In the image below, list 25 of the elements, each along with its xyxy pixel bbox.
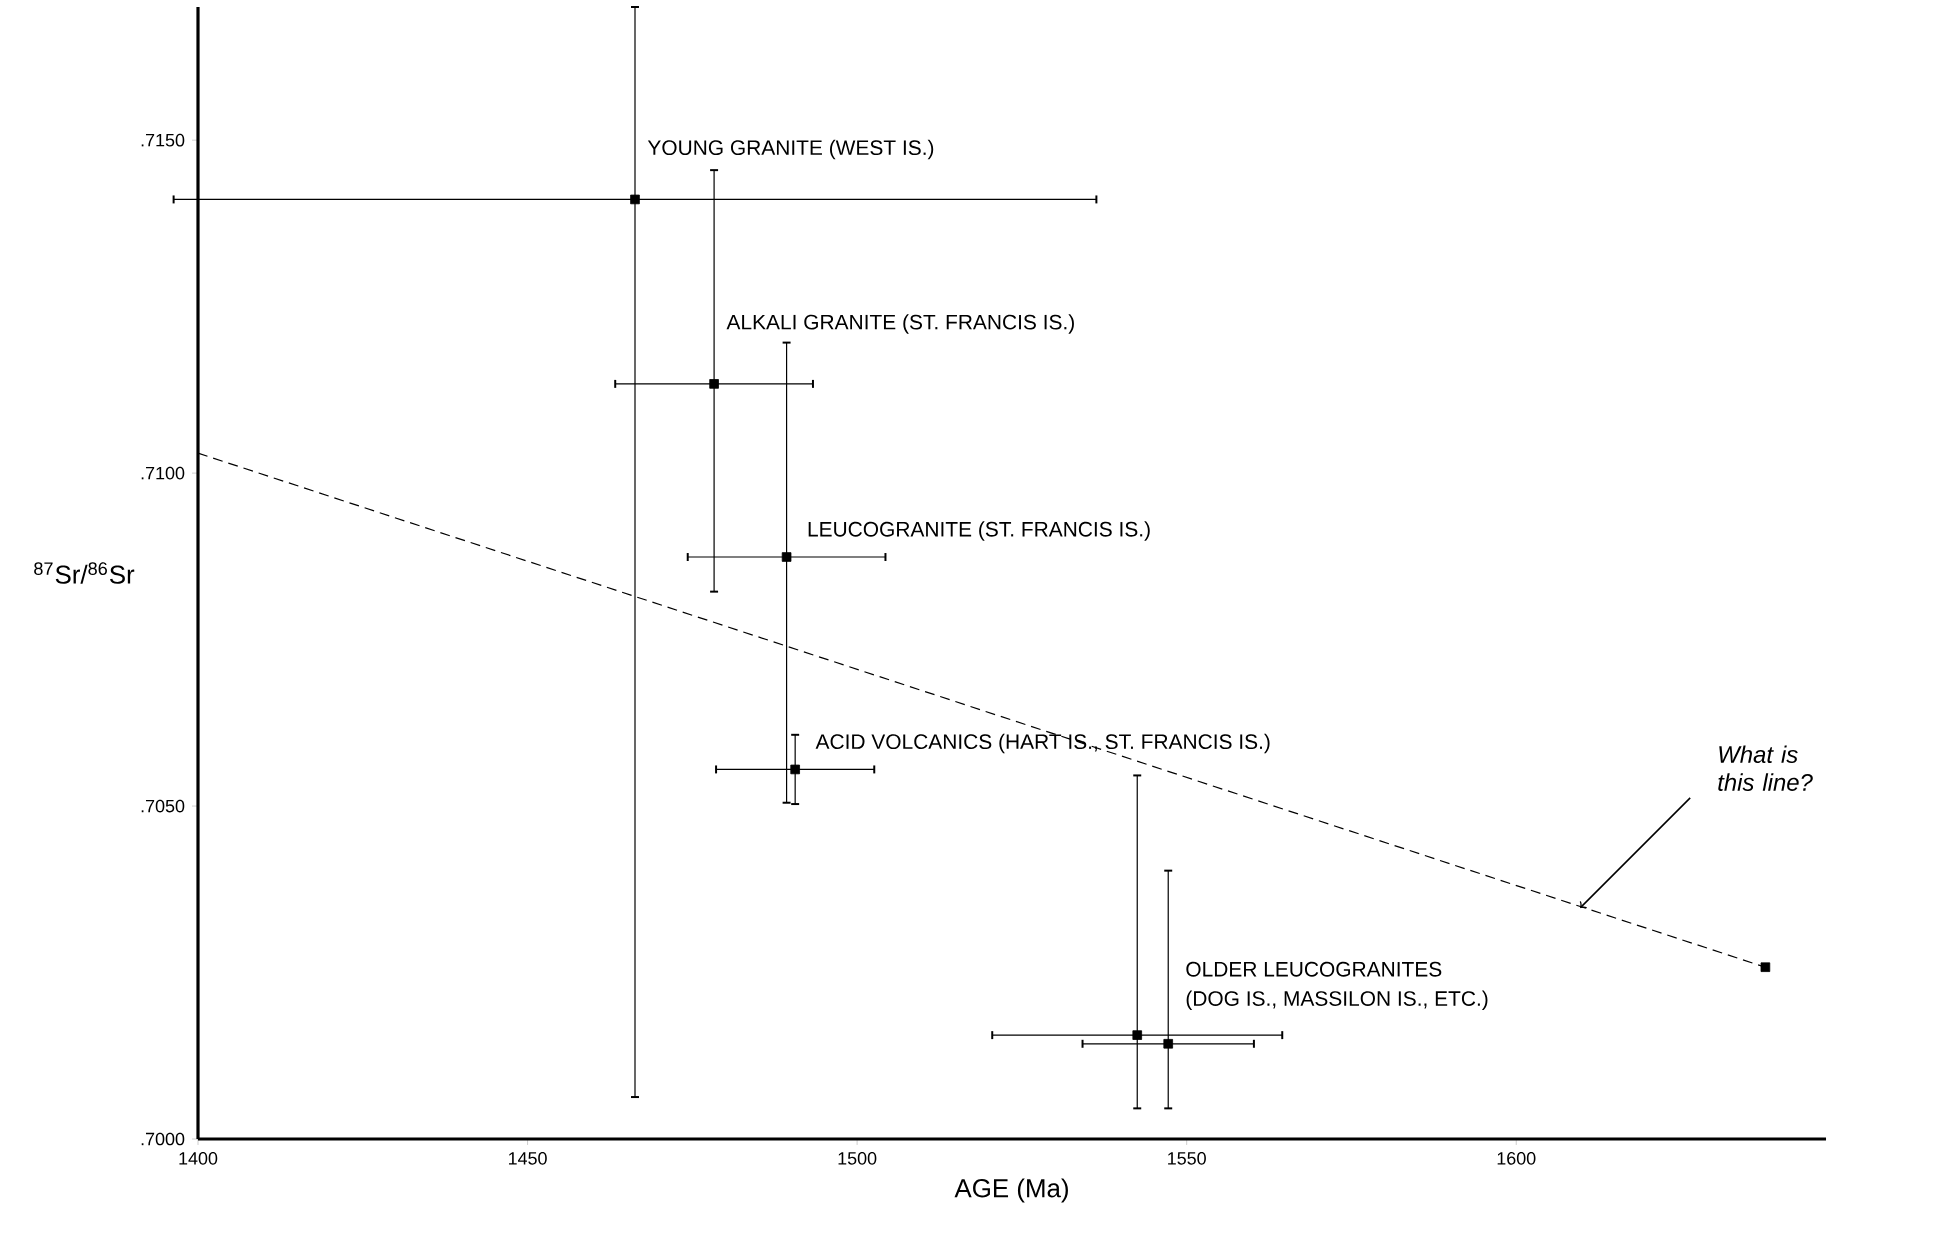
point — [781, 552, 792, 562]
y-tick-label: .7050 — [141, 799, 185, 813]
x-tick-label: 1550 — [1168, 1152, 1206, 1165]
y-tick-label: .7000 — [141, 1132, 185, 1146]
point — [1163, 1038, 1174, 1049]
x-tick-label: 1600 — [1497, 1152, 1536, 1165]
y-tick-label: .7100 — [141, 466, 185, 480]
x-axis-title: AGE (Ma) — [954, 1178, 1068, 1203]
annotation: ALKALI GRANITE (ST. FRANCIS IS.) — [726, 314, 1074, 334]
point — [1132, 1030, 1143, 1040]
x-tick-label: 1400 — [179, 1152, 218, 1165]
annotation: What is this line? — [1718, 745, 1813, 791]
x-tick-label: 1450 — [508, 1152, 547, 1165]
annotation: ACID VOLCANICS (HART IS., ST. FRANCIS IS.) — [815, 733, 1270, 754]
point — [630, 194, 640, 205]
y-tick-label: .7150 — [141, 133, 185, 147]
annotation: LEUCOGRANITE (ST. FRANCIS IS.) — [808, 521, 1150, 541]
point — [790, 764, 800, 775]
point — [709, 379, 719, 389]
point — [1760, 962, 1771, 972]
annotation: OLDER LEUCOGRANITES — [1186, 961, 1442, 977]
y-axis-title: $^{87}$Sr/$^{86}$Sr — [34, 562, 135, 584]
annotation: YOUNG GRANITE (WEST IS.) — [647, 139, 934, 160]
x-tick-label: 1500 — [838, 1152, 877, 1165]
annotation: (DOG IS., MASSILON IS., ETC.) — [1186, 990, 1488, 1011]
